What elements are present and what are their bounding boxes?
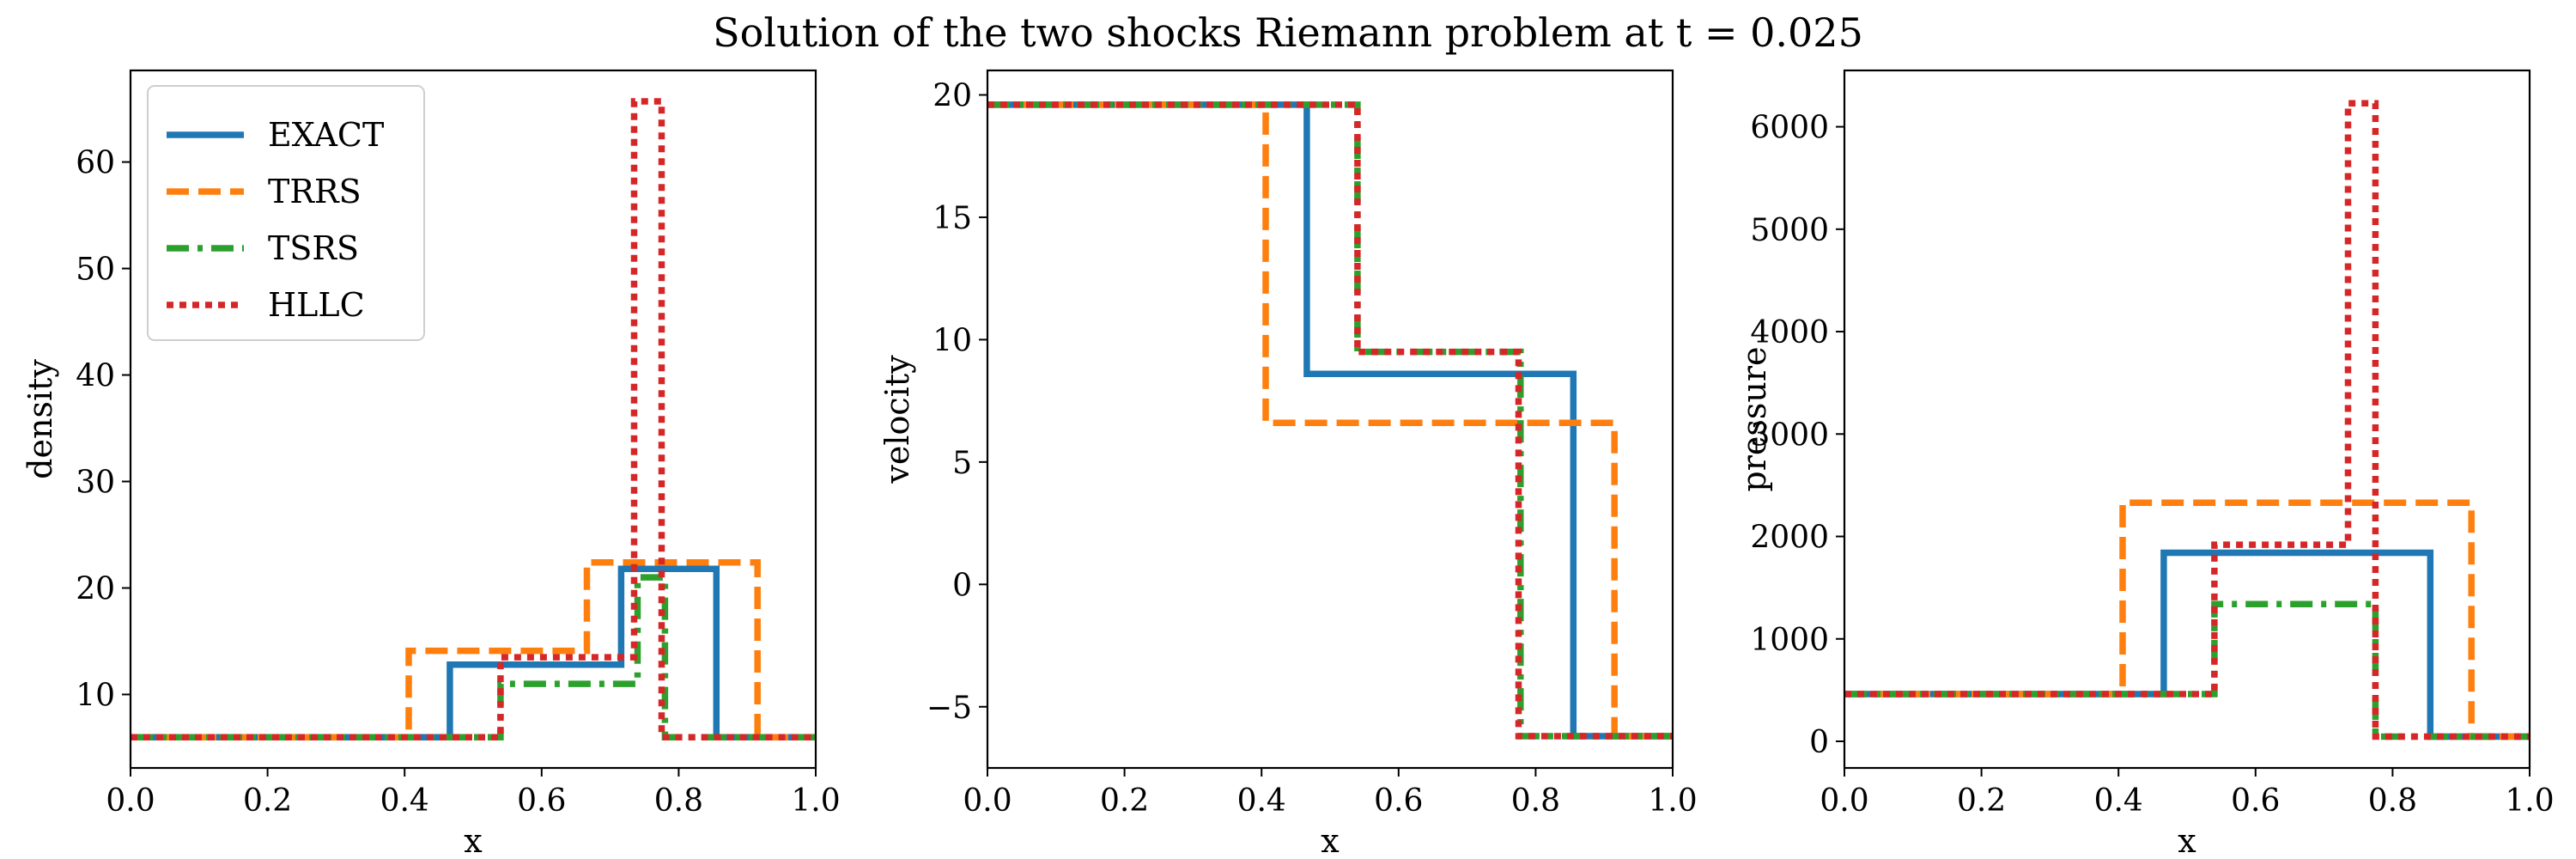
legend: EXACT TRRS TSRS HLLC xyxy=(147,85,425,341)
series-group xyxy=(1844,100,2530,740)
series-line-trrs xyxy=(987,101,1673,740)
series-line-tsrs xyxy=(1844,600,2530,740)
y-tick-label: 30 xyxy=(76,466,115,501)
series-group xyxy=(131,98,816,740)
y-axis-label: pressure xyxy=(1735,346,1773,491)
x-tick-label: 0.2 xyxy=(1957,783,2006,819)
panel-density: 0.0 0.2 0.4 0.6 0.8 1.0 10 20 30 40 50 60 x density xyxy=(21,69,841,859)
figure-title: Solution of the two shocks Riemann probl… xyxy=(713,9,1863,56)
x-tick-label: 0.6 xyxy=(2231,783,2280,819)
series-line-trrs xyxy=(1844,499,2530,740)
series-line-trrs xyxy=(131,558,816,740)
y-tick-label: 5 xyxy=(952,446,972,481)
series-line-hllc xyxy=(987,101,1673,740)
panel-pressure: 0.0 0.2 0.4 0.6 0.8 1.0 0 1000 2000 3000 4000 5000 6… xyxy=(1735,69,2555,859)
y-tick-label: 10 xyxy=(933,323,972,358)
y-tick-label: 40 xyxy=(76,359,115,394)
y-tick-label: 2000 xyxy=(1750,521,1829,556)
y-tick-label: 20 xyxy=(933,78,972,113)
series-line-tsrs xyxy=(131,574,816,740)
x-tick-label: 0.8 xyxy=(1511,783,1560,819)
x-tick-label: 1.0 xyxy=(2505,783,2554,819)
x-tick-label: 0.0 xyxy=(963,783,1012,819)
x-tick-label: 0.4 xyxy=(380,783,429,819)
axes-frame xyxy=(1843,69,2531,770)
x-tick-label: 0.4 xyxy=(2094,783,2143,819)
axes-frame xyxy=(129,69,817,770)
x-tick-label: 1.0 xyxy=(791,783,840,819)
series-line-hllc xyxy=(1844,100,2530,740)
panels: 0.0 0.2 0.4 0.6 0.8 1.0102030405060xdensity0.… xyxy=(21,69,2555,859)
y-tick-label: 3000 xyxy=(1750,417,1829,453)
y-tick-label: 5000 xyxy=(1750,213,1829,248)
legend-label-trrs: TRRS xyxy=(268,173,361,210)
axes-frame xyxy=(986,69,1674,770)
x-tick-label: 0.4 xyxy=(1237,783,1286,819)
x-tick-label: 0.8 xyxy=(654,783,703,819)
x-axis-label: x xyxy=(464,822,482,859)
y-tick-label: −5 xyxy=(927,691,972,726)
panel-velocity: 0.0 0.2 0.4 0.6 0.8 1.0 −5 0 5 10 15 20 x velocity xyxy=(878,69,1698,859)
x-tick-label: 0.2 xyxy=(1100,783,1149,819)
x-tick-label: 0.8 xyxy=(2368,783,2417,819)
x-tick-label: 0.2 xyxy=(243,783,292,819)
y-tick-label: 4000 xyxy=(1750,315,1829,350)
y-tick-label: 50 xyxy=(76,253,115,288)
y-tick-label: 10 xyxy=(76,678,115,713)
x-tick-label: 0.0 xyxy=(106,783,155,819)
x-tick-label: 1.0 xyxy=(1648,783,1697,819)
legend-box xyxy=(147,85,425,341)
x-tick-label: 0.6 xyxy=(517,783,566,819)
y-axis-label: velocity xyxy=(878,355,916,484)
legend-label-exact: EXACT xyxy=(268,116,384,154)
x-axis-label: x xyxy=(1321,822,1339,859)
y-tick-label: 0 xyxy=(1809,725,1829,760)
y-axis-label: density xyxy=(21,359,59,479)
series-line-exact xyxy=(1844,549,2530,740)
series-group xyxy=(987,101,1673,740)
y-tick-label: 20 xyxy=(76,571,115,606)
x-tick-label: 0.0 xyxy=(1820,783,1868,819)
y-tick-label: 60 xyxy=(76,146,115,181)
legend-label-hllc: HLLC xyxy=(268,286,365,324)
legend-label-tsrs: TSRS xyxy=(268,229,359,267)
y-tick-label: 1000 xyxy=(1750,623,1829,658)
x-tick-label: 0.6 xyxy=(1374,783,1423,819)
y-tick-label: 0 xyxy=(952,568,972,603)
x-axis-label: x xyxy=(2178,822,2196,859)
series-line-exact xyxy=(131,565,816,740)
y-tick-label: 6000 xyxy=(1750,111,1829,146)
y-tick-label: 15 xyxy=(933,201,972,236)
